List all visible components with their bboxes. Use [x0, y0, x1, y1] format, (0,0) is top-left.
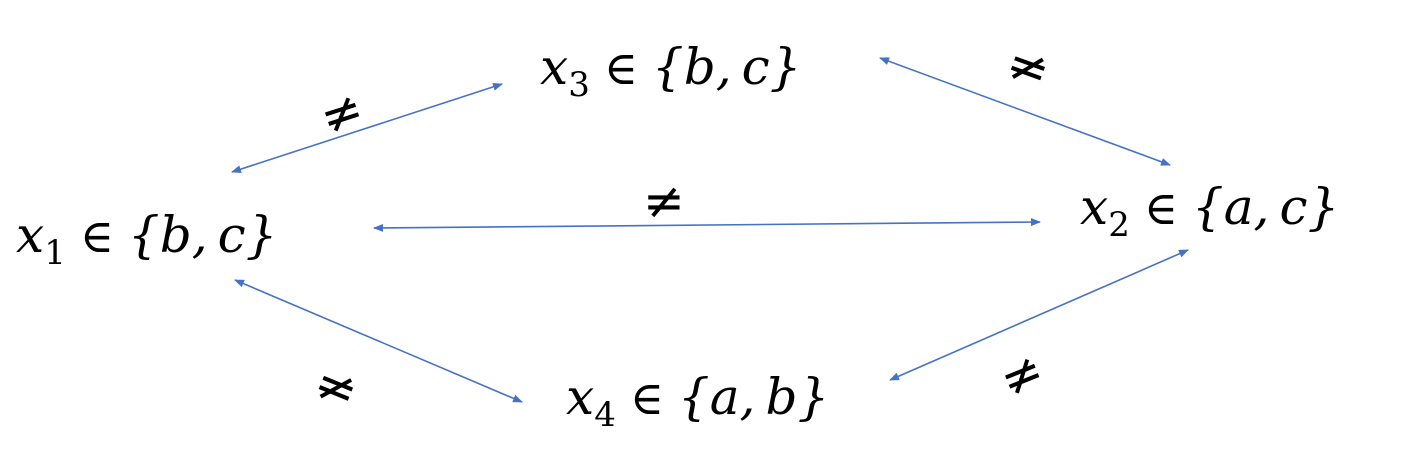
node-x3-var: x	[540, 38, 568, 96]
edge-label-x1-x4: ≠	[306, 352, 367, 421]
svg-text:x2∈{a,c}: x2 ∈ {a, c}	[1080, 178, 1339, 245]
edge-label-x3-x2: ≠	[999, 33, 1058, 102]
node-x4-close: }	[797, 368, 829, 426]
node-x3-sub: 3	[568, 65, 590, 105]
node-x2-close: }	[1307, 178, 1339, 236]
node-x4: x4 ∈ {a, b}	[566, 368, 829, 435]
node-x4-sub: 4	[594, 395, 616, 435]
node-x2-op: ∈	[1144, 181, 1178, 235]
node-x4-var: x	[566, 368, 594, 426]
edge-label-x4-x2: ≠	[991, 340, 1052, 409]
node-x2: x2 ∈ {a, c}	[1080, 178, 1339, 245]
node-x1-comma: ,	[192, 206, 208, 264]
node-x4-comma: ,	[740, 368, 756, 426]
node-x1-open: {	[128, 206, 160, 264]
node-x1-el2: c	[218, 206, 246, 264]
node-x4-el1: a	[710, 368, 740, 426]
edges	[231, 57, 1189, 403]
edge-x1-x2	[373, 218, 1041, 232]
node-x2-el1: a	[1224, 178, 1254, 236]
node-x2-sub: 2	[1108, 205, 1130, 245]
edge-x1-x3	[231, 82, 503, 174]
node-x3: x3 ∈ {b, c}	[540, 38, 801, 105]
edge-x4-x2	[889, 249, 1189, 381]
node-x1-sub: 1	[44, 233, 66, 273]
svg-text:x4∈{a,b}: x4 ∈ {a, b}	[566, 368, 829, 435]
edge-x1-x4	[234, 279, 523, 403]
node-x2-comma: ,	[1254, 178, 1270, 236]
edge-x3-x2	[879, 57, 1171, 166]
edge-label-x1-x2: ≠	[643, 172, 685, 230]
node-x1: x1 ∈ {b, c}	[16, 206, 277, 273]
node-x4-open: {	[678, 368, 710, 426]
node-x4-op: ∈	[630, 371, 664, 425]
svg-text:x1∈{b,c}: x1 ∈ {b, c}	[16, 206, 277, 273]
node-x3-el2: c	[742, 38, 770, 96]
node-x2-el2: c	[1279, 178, 1307, 236]
node-x1-op: ∈	[80, 209, 114, 263]
svg-text:x3∈{b,c}: x3 ∈ {b, c}	[540, 38, 801, 105]
edge-label-x1-x3: ≠	[313, 79, 371, 147]
node-x2-var: x	[1080, 178, 1108, 236]
node-x1-el1: b	[160, 206, 192, 264]
node-x3-comma: ,	[716, 38, 732, 96]
node-x3-op: ∈	[604, 41, 638, 95]
node-x3-close: }	[770, 38, 802, 96]
node-x1-var: x	[16, 206, 44, 264]
node-x4-el2: b	[765, 368, 797, 426]
node-x2-open: {	[1192, 178, 1224, 236]
node-x3-el1: b	[684, 38, 716, 96]
node-x3-open: {	[652, 38, 684, 96]
node-x1-close: }	[246, 206, 278, 264]
